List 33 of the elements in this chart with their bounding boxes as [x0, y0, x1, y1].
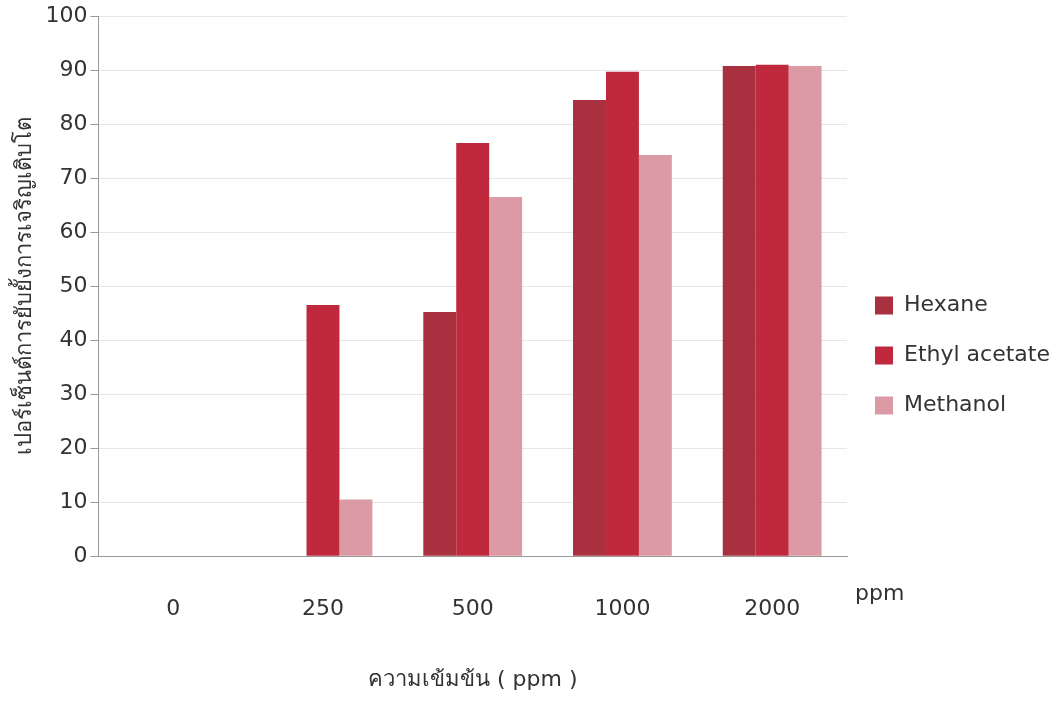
y-tick-label: 20 [59, 433, 88, 459]
y-tick-label: 30 [59, 379, 88, 405]
bar [423, 312, 457, 556]
bar [605, 71, 639, 556]
x-axis-title: ความเข้มข้น ( ppm ) [367, 665, 578, 691]
bar [788, 65, 822, 556]
x-tick-label: 0 [166, 595, 181, 621]
x-tick-label: 250 [301, 595, 344, 621]
y-tick-label: 0 [73, 541, 88, 567]
y-axis-title: เปอร์เซ็นต์การยับยั้งการเจริญเติบโต [7, 117, 36, 456]
y-tick-label: 90 [59, 55, 88, 81]
y-tick-label: 10 [59, 487, 88, 513]
bar [489, 197, 523, 556]
text: ppm [855, 579, 905, 605]
legend-label: Hexane [904, 291, 988, 317]
x-tick-label: 500 [451, 595, 494, 621]
legend-label: Methanol [904, 391, 1007, 417]
bar [339, 499, 373, 556]
bar [722, 65, 756, 556]
bar [573, 99, 606, 556]
y-tick-label: 40 [59, 325, 88, 351]
bar [638, 154, 672, 556]
y-tick-label: 100 [45, 1, 88, 27]
bar [306, 305, 340, 556]
legend-label: Ethyl acetate [904, 341, 1051, 367]
bar [456, 143, 490, 556]
x-tick-label: 2000 [744, 595, 801, 621]
y-tick-label: 80 [59, 109, 88, 135]
bar [755, 64, 789, 556]
y-tick-label: 70 [59, 163, 88, 189]
y-tick-label: 60 [59, 217, 88, 243]
y-tick-label: 50 [59, 271, 88, 297]
x-tick-label: 1000 [594, 595, 651, 621]
